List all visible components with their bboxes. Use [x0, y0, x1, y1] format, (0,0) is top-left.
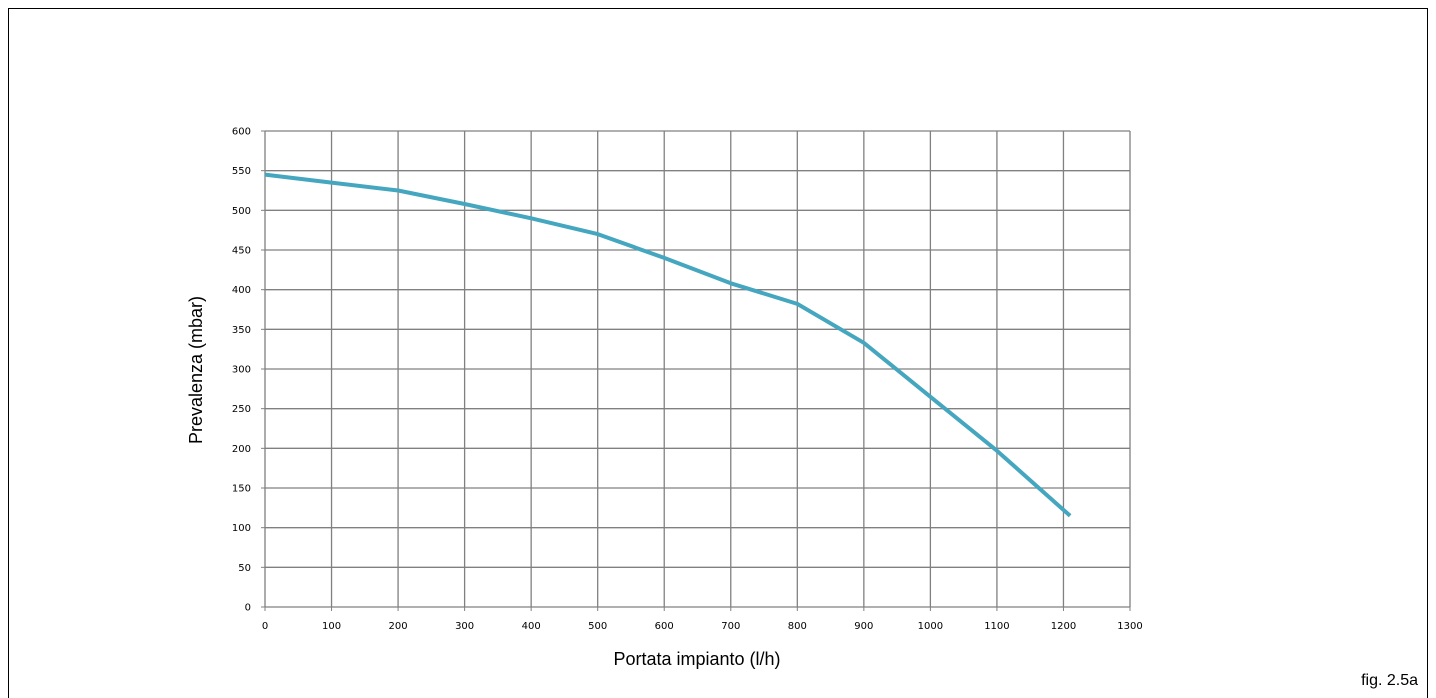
y-tick-label: 550 [232, 166, 251, 177]
x-tick-label: 1300 [1117, 621, 1142, 632]
y-tick-label: 350 [232, 325, 251, 336]
x-axis-title: Portata impianto (l/h) [613, 649, 780, 669]
x-tick-label: 700 [721, 621, 740, 632]
x-tick-label: 400 [522, 621, 541, 632]
figure-frame [8, 8, 1428, 698]
y-tick-label: 50 [238, 563, 251, 574]
x-tick-label: 900 [854, 621, 873, 632]
y-tick-label: 200 [232, 444, 251, 455]
y-tick-label: 500 [232, 206, 251, 217]
y-axis-title: Prevalenza (mbar) [186, 296, 206, 444]
y-tick-label: 600 [232, 127, 251, 138]
x-tick-label: 100 [322, 621, 341, 632]
x-tick-label: 0 [262, 621, 268, 632]
x-tick-labels: 0 100 200 300 400 500 600 700 800 900 1000 1100 1200… [262, 621, 1143, 632]
y-tick-label: 300 [232, 365, 251, 376]
x-tick-label: 300 [455, 621, 474, 632]
y-tick-label: 250 [232, 404, 251, 415]
x-tick-label: 500 [588, 621, 607, 632]
x-tick-label: 600 [655, 621, 674, 632]
x-tick-label: 1100 [984, 621, 1009, 632]
series-line [264, 172, 1072, 518]
x-tick-label: 200 [389, 621, 408, 632]
chart-grid [261, 130, 1131, 611]
figure-label: fig. 2.5a [1361, 672, 1418, 689]
y-tick-labels: 0 50 100 150 200 250 300 350 400 450 500 550 600 [232, 127, 251, 614]
chart-series [264, 172, 1072, 518]
y-tick-label: 0 [245, 603, 251, 614]
x-tick-label: 1200 [1051, 621, 1076, 632]
x-tick-label: 1000 [918, 621, 943, 632]
y-tick-label: 150 [232, 484, 251, 495]
y-tick-label: 450 [232, 246, 251, 257]
y-tick-label: 100 [232, 523, 251, 534]
y-tick-label: 400 [232, 285, 251, 296]
x-tick-label: 800 [788, 621, 807, 632]
